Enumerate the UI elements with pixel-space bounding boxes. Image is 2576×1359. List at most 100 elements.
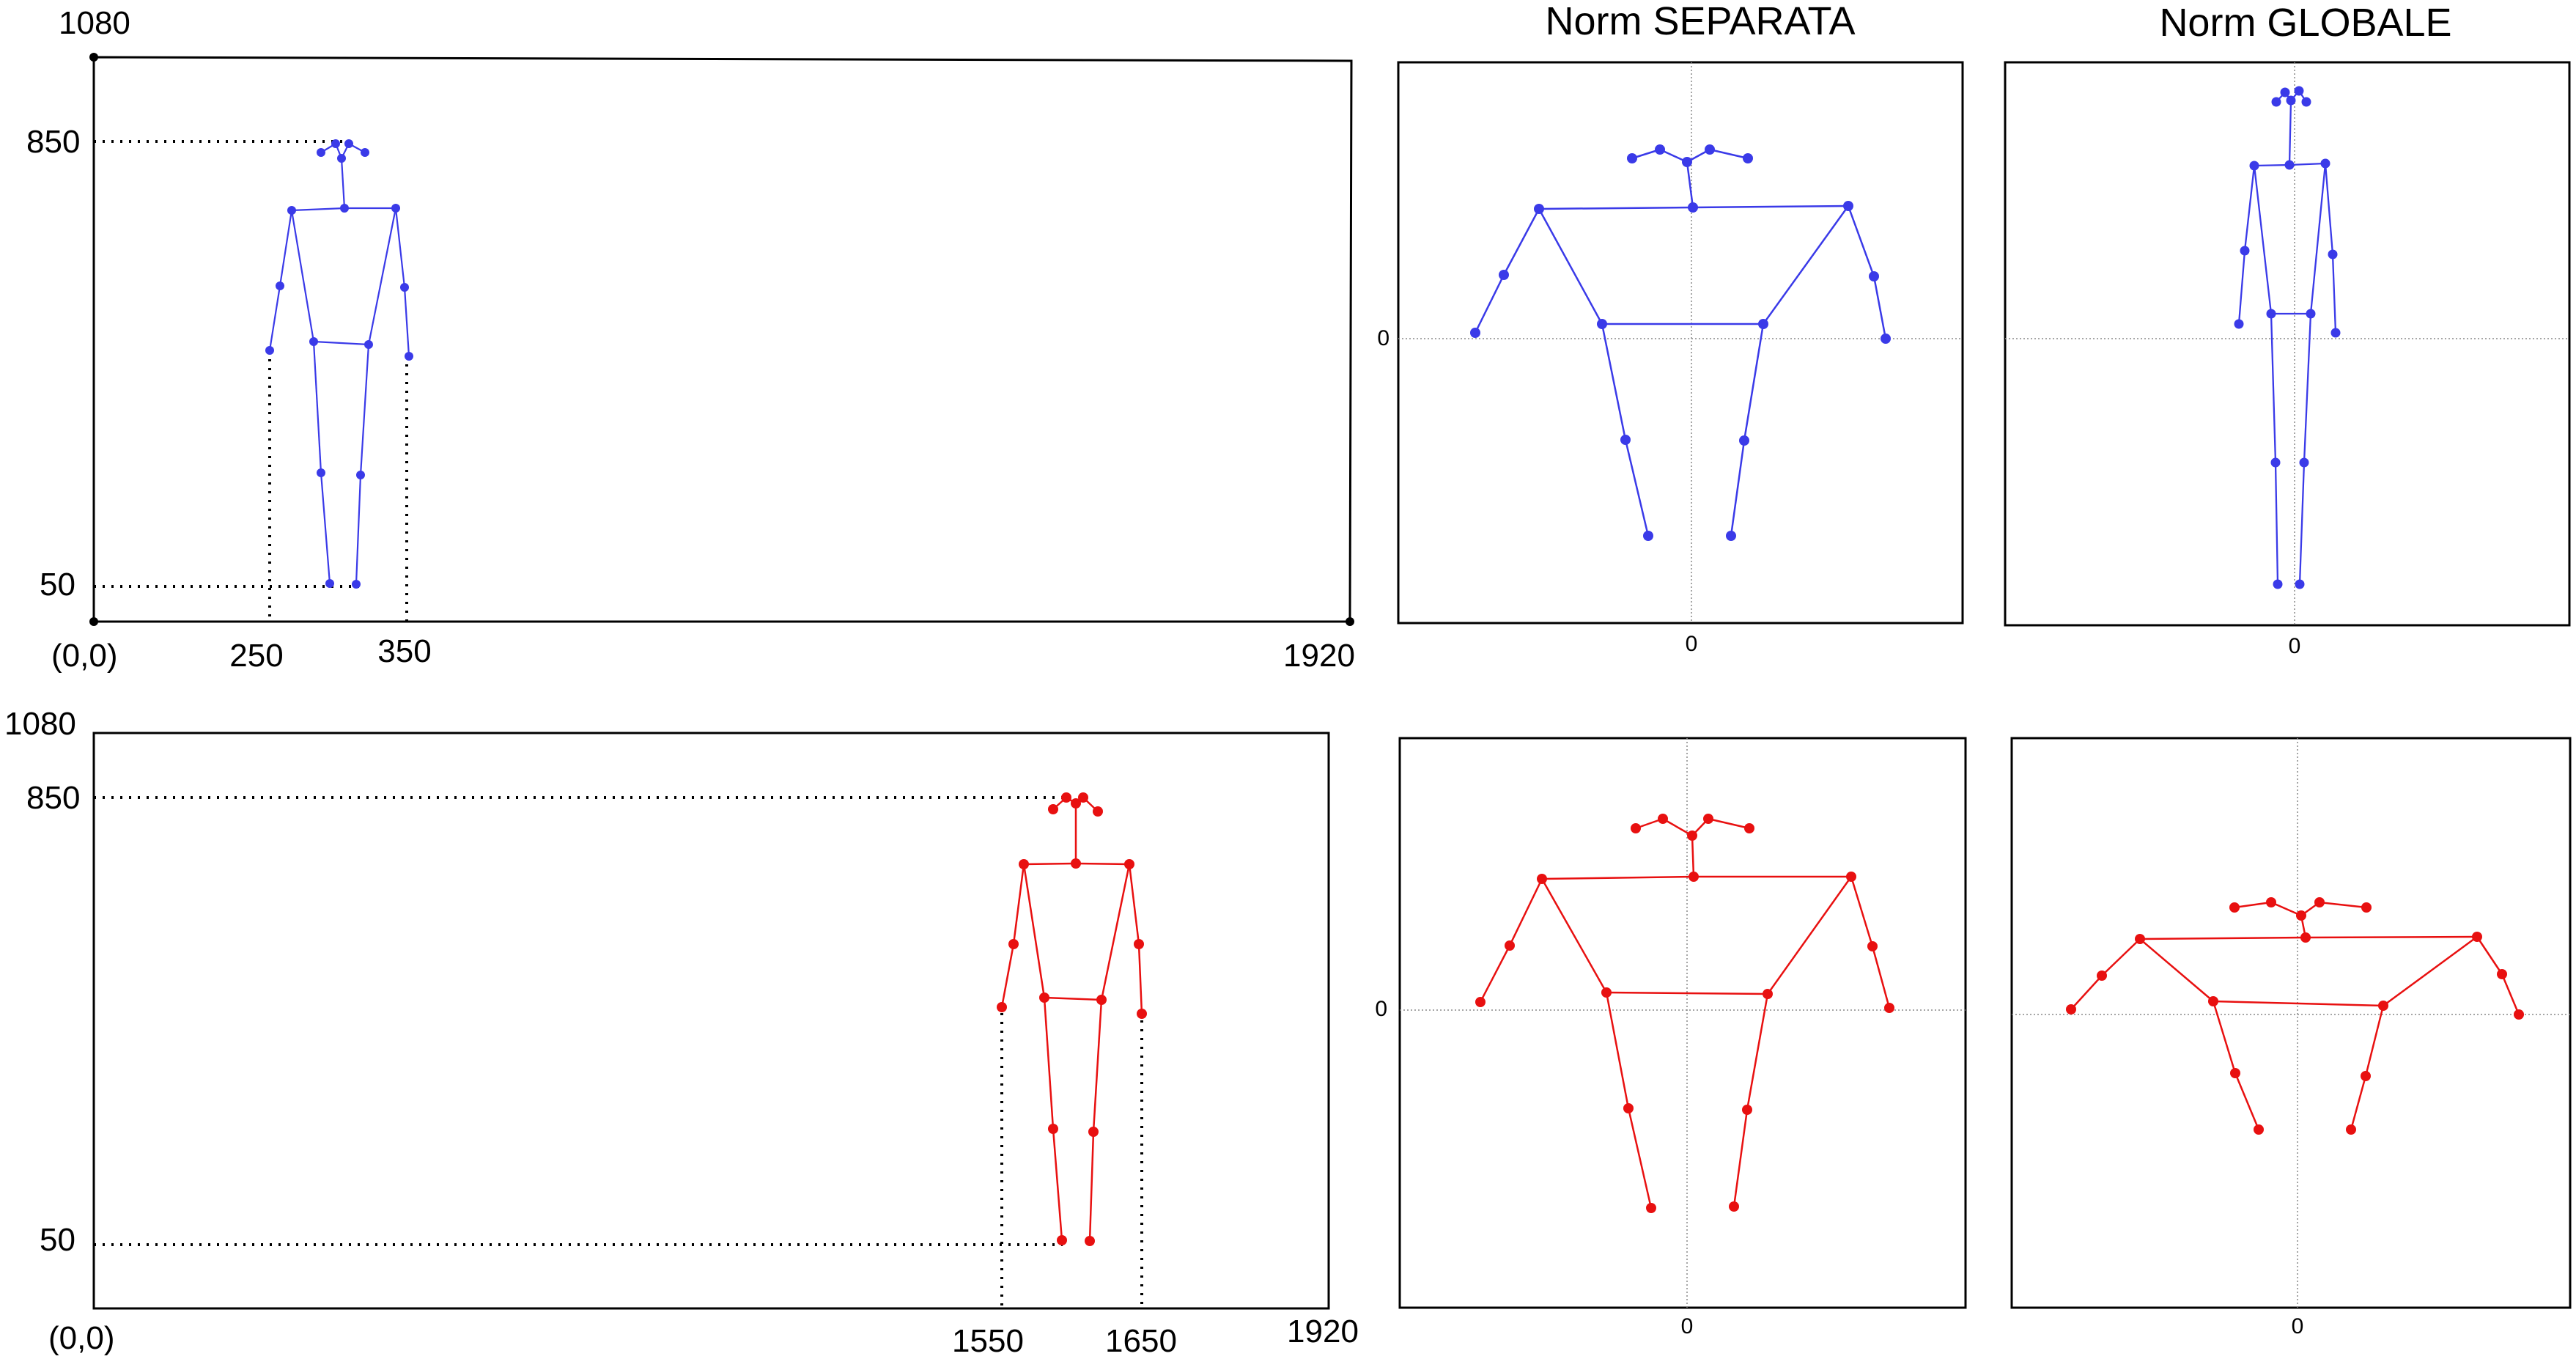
bone-kneeR-ankleR [355, 474, 362, 585]
joint-neck [2300, 932, 2311, 943]
joint-earR [361, 148, 369, 157]
bone-neck-shoulderR [2305, 935, 2478, 939]
red-y-head-label: 850 [26, 780, 81, 816]
blue-y-feet-label: 50 [40, 567, 75, 603]
joint-nose [1687, 830, 1697, 841]
joint-hipR [1763, 989, 1773, 999]
bone-eyeR-earR [1708, 817, 1750, 830]
bone-hipR-kneeR [359, 344, 370, 476]
joint-neck [1688, 202, 1698, 213]
blue-skeleton-image-space [265, 139, 413, 589]
joint-shoulderR [2320, 158, 2330, 169]
joint-wristL [1475, 997, 1486, 1007]
joint-ankleR [1729, 1201, 1739, 1212]
red-globale-panel [2010, 737, 2572, 1309]
joint-shoulderR [2472, 932, 2482, 942]
joint-eyeR [2314, 897, 2325, 907]
joint-elbowR [1867, 941, 1878, 951]
joint-earL [317, 148, 325, 157]
red-skeleton-globale [2066, 897, 2524, 1135]
bone-nose-eyeL [1662, 817, 1693, 837]
red-separata-panel [1398, 737, 1967, 1309]
joint-shoulderL [1537, 874, 1547, 884]
red-x-right-label: 1650 [1105, 1323, 1177, 1359]
bone-hipR-kneeR [1092, 999, 1103, 1132]
red-sep-y-zero: 0 [1375, 997, 1387, 1021]
bone-shoulderL-elbowL [2101, 938, 2141, 976]
joint-neck [2284, 160, 2295, 170]
bone-hipR-kneeR [1743, 323, 1765, 441]
blue-x-right-label: 350 [377, 633, 432, 669]
joint-eyeL [2266, 897, 2276, 907]
bone-shoulderL-hipL [1022, 863, 1046, 998]
bone-kneeL-ankleL [1052, 1128, 1063, 1241]
bone-hipL-kneeL [312, 341, 322, 474]
bone-neck-shoulderL [1541, 875, 1694, 880]
bone-kneeL-ankleL [320, 472, 331, 584]
joint-kneeR [2361, 1071, 2371, 1081]
joint-earR [1744, 823, 1754, 833]
bone-nose-neck [2288, 100, 2292, 166]
joint-elbowL [1505, 940, 1515, 951]
joint-eyeL [1655, 144, 1665, 155]
joint-kneeR [356, 471, 365, 479]
bone-kneeL-ankleL [1624, 439, 1650, 537]
joint-earL [2271, 97, 2281, 107]
joint-earL [1631, 823, 1641, 833]
bone-kneeR-ankleR [1730, 440, 1746, 537]
joint-wristL [265, 346, 274, 355]
joint-nose [337, 154, 346, 163]
joint-eyeL [2280, 87, 2290, 97]
joint-kneeR [1739, 435, 1749, 446]
bone-shoulderR-elbowR [1847, 205, 1875, 277]
bone-shoulderR-elbowR [1850, 876, 1874, 947]
bone-kneeR-ankleR [2298, 462, 2306, 585]
bone-kneeR-ankleR [1088, 1131, 1095, 1242]
bone-shoulderL-elbowL [1508, 878, 1543, 946]
joint-hipR [1096, 995, 1107, 1005]
joint-nose [2286, 95, 2296, 106]
joint-nose [1682, 157, 1692, 167]
bone-shoulderL-elbowL [1502, 208, 1540, 276]
joint-kneeL [2270, 457, 2281, 468]
joint-kneeR [1088, 1127, 1099, 1137]
joint-kneeL [1048, 1124, 1058, 1134]
joint-shoulderR [1846, 872, 1856, 882]
joint-wristR [1137, 1009, 1147, 1019]
bone-elbowR-wristR [403, 287, 410, 357]
bone-neck-shoulderL [1023, 862, 1077, 866]
joint-eyeR [1705, 144, 1715, 155]
joint-earR [2301, 97, 2311, 107]
joint-earL [2229, 902, 2240, 913]
joint-hipR [364, 340, 373, 349]
bone-neck-shoulderL [2139, 936, 2306, 940]
bone-shoulderR-elbowR [1128, 863, 1140, 945]
bone-shoulderL-hipL [1540, 878, 1608, 993]
bone-elbowR-wristR [2501, 973, 2520, 1015]
joint-elbowR [2497, 969, 2507, 979]
red-x-left-label: 1550 [952, 1323, 1024, 1359]
bone-nose-neck [340, 158, 346, 209]
joint-hipR [2306, 309, 2316, 319]
bone-hipL-kneeL [2270, 313, 2277, 463]
joint-hipL [1597, 319, 1607, 329]
bone-hipL-hipR [313, 340, 369, 346]
bone-kneeL-ankleL [1627, 1108, 1653, 1209]
bone-hipL-hipR [1606, 991, 1768, 995]
bone-nose-eyeL [2270, 901, 2302, 917]
joint-ankleR [2346, 1124, 2356, 1135]
bone-shoulderR-hipR [1762, 205, 1850, 325]
joint-elbowL [276, 281, 284, 290]
bone-elbowL-wristL [268, 285, 281, 351]
blue-y-top-label: 1080 [59, 5, 130, 41]
bone-nose-neck [1686, 161, 1694, 208]
red-x-max-label: 1920 [1287, 1314, 1359, 1349]
joint-wristR [405, 352, 413, 361]
joint-hipR [1758, 319, 1768, 329]
joint-wristL [2234, 319, 2244, 329]
joint-hipL [1039, 992, 1049, 1003]
red-frame-guides [94, 796, 1143, 1308]
joint-kneeR [2299, 457, 2309, 468]
blue-origin-label: (0,0) [51, 638, 118, 674]
joint-shoulderL [2249, 161, 2259, 171]
